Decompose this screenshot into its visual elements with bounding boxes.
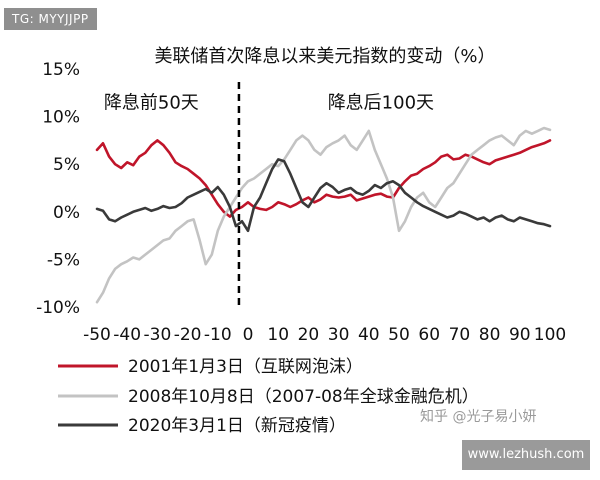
x-tick-label: 40 — [358, 325, 380, 345]
series-lines — [95, 126, 552, 304]
x-tick-label: 100 — [534, 325, 566, 345]
x-tick-label: 20 — [298, 325, 320, 345]
legend-label: 2008年10月8日（2007-08年全球金融危机） — [128, 387, 479, 407]
y-tick-label: 10% — [42, 108, 80, 128]
y-tick-label: 5% — [53, 155, 80, 175]
annotation-label: 降息前50天 — [104, 92, 199, 113]
x-tick-label: -10 — [204, 325, 232, 345]
series-line-1 — [95, 139, 552, 218]
x-tick-label: -20 — [174, 325, 202, 345]
x-tick-label: -40 — [113, 325, 141, 345]
legend-label: 2020年3月1日（新冠疫情） — [128, 416, 346, 436]
x-tick-label: 60 — [418, 325, 440, 345]
y-tick-label: 0% — [53, 203, 80, 223]
annotation-label: 降息后100天 — [328, 92, 434, 113]
zhihu-watermark: 知乎 @光子易小妍 — [420, 409, 537, 425]
annotations: 降息前50天 降息后100天 — [104, 92, 434, 113]
x-tick-label: -30 — [144, 325, 172, 345]
y-axis: 15% 10% 5% 0% -5% -10% — [36, 60, 80, 318]
legend: 2001年1月3日（互联网泡沫） 2008年10月8日（2007-08年全球金融危… — [58, 357, 479, 436]
legend-label: 2001年1月3日（互联网泡沫） — [128, 357, 363, 377]
y-tick-label: -10% — [36, 298, 80, 318]
x-tick-label: 80 — [479, 325, 501, 345]
x-tick-label: -50 — [83, 325, 111, 345]
x-tick-label: 70 — [449, 325, 471, 345]
site-url-badge: www.lezhush.com — [462, 440, 590, 470]
watermark-tag: TG: MYYJJPP — [4, 8, 97, 30]
x-tick-label: 10 — [267, 325, 289, 345]
series-line-2 — [95, 126, 552, 304]
y-tick-label: -5% — [47, 250, 80, 270]
chart-title: 美联储首次降息以来美元指数的变动（%） — [154, 46, 495, 67]
x-tick-label: 90 — [509, 325, 531, 345]
series-line-3 — [95, 158, 552, 233]
x-tick-label: 30 — [328, 325, 350, 345]
x-tick-label: 50 — [388, 325, 410, 345]
x-tick-label: 0 — [243, 325, 254, 345]
x-axis: -50 -40 -30 -20 -10 0 10 20 30 40 50 60 70 80 90 100 — [83, 325, 566, 345]
y-tick-label: 15% — [42, 60, 80, 80]
